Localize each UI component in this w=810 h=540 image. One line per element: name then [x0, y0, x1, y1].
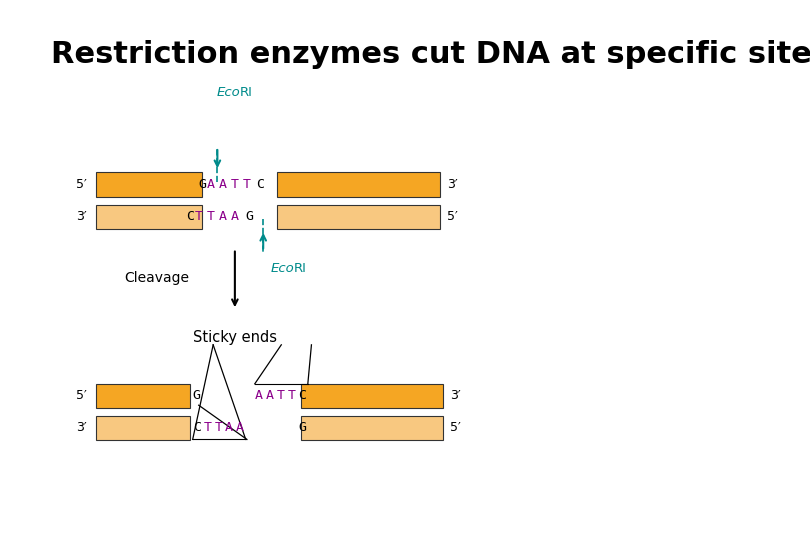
FancyBboxPatch shape [301, 383, 443, 408]
Text: Cleavage: Cleavage [125, 271, 190, 285]
Text: T: T [243, 178, 251, 191]
Text: T: T [194, 210, 202, 223]
Text: 5′: 5′ [76, 178, 87, 191]
Text: Eco: Eco [217, 86, 241, 99]
Text: T: T [288, 389, 296, 402]
Text: A: A [225, 421, 233, 434]
Text: RI: RI [294, 262, 307, 275]
Text: A: A [219, 210, 227, 223]
FancyBboxPatch shape [277, 172, 440, 197]
Text: C: C [186, 210, 194, 223]
Text: T: T [276, 389, 284, 402]
Text: 3′: 3′ [450, 389, 461, 402]
Text: A: A [255, 389, 262, 402]
Text: G: G [298, 421, 306, 434]
Text: T: T [231, 178, 239, 191]
Text: T: T [207, 210, 215, 223]
Text: C: C [298, 389, 306, 402]
Text: Sticky ends: Sticky ends [193, 330, 277, 345]
Text: Eco: Eco [271, 262, 295, 275]
Text: 3′: 3′ [447, 178, 458, 191]
Text: A: A [266, 389, 274, 402]
FancyBboxPatch shape [96, 416, 190, 440]
Text: T: T [203, 421, 211, 434]
Text: 5′: 5′ [76, 389, 87, 402]
Text: 5′: 5′ [447, 210, 458, 223]
Text: Restriction enzymes cut DNA at specific sites: Restriction enzymes cut DNA at specific … [51, 40, 810, 69]
Text: C: C [256, 178, 264, 191]
Text: A: A [219, 178, 227, 191]
Text: 5′: 5′ [450, 421, 461, 434]
Text: G: G [245, 210, 254, 223]
FancyBboxPatch shape [96, 383, 190, 408]
Text: A: A [207, 178, 215, 191]
FancyBboxPatch shape [277, 205, 440, 228]
Text: A: A [231, 210, 239, 223]
Text: G: G [193, 389, 201, 402]
FancyBboxPatch shape [96, 172, 202, 197]
Text: 3′: 3′ [76, 210, 87, 223]
FancyBboxPatch shape [96, 205, 202, 228]
FancyBboxPatch shape [301, 416, 443, 440]
Text: G: G [198, 178, 207, 191]
Text: 3′: 3′ [76, 421, 87, 434]
Text: C: C [193, 421, 201, 434]
Text: A: A [236, 421, 244, 434]
Text: T: T [215, 421, 223, 434]
Text: RI: RI [240, 86, 253, 99]
